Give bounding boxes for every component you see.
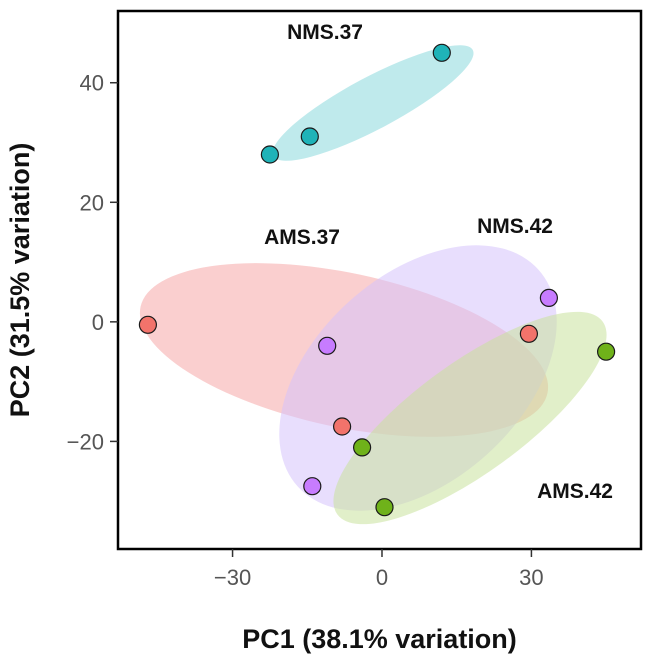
ellipse-nms-37 (272, 45, 474, 161)
label-ams-37: AMS.37 (264, 226, 340, 249)
point-ams-42-2 (353, 438, 372, 457)
point-nms-42-1 (539, 288, 559, 307)
point-nms-37-2 (300, 127, 319, 146)
point-nms-37-3 (432, 43, 451, 62)
y-axis-title: PC2 (31.5% variation) (5, 143, 35, 418)
y-tick-label-0: −20 (67, 429, 104, 454)
point-ams-37-1 (138, 315, 157, 334)
ellipse-ams-42 (333, 311, 607, 525)
y-tick-label-1: 0 (92, 310, 104, 335)
confidence-ellipses (139, 45, 607, 525)
axes: −30 0 30 −20 0 20 40 (67, 71, 544, 590)
group-labels: NMS.37 AMS.37 NMS.42 AMS.42 (264, 21, 613, 503)
point-nms-37-1 (260, 145, 279, 164)
x-tick-label-2: 30 (519, 565, 543, 590)
label-nms-37: NMS.37 (287, 21, 363, 44)
label-nms-42: NMS.42 (477, 215, 553, 238)
x-tick-label-0: −30 (214, 565, 251, 590)
x-tick-label-1: 0 (376, 565, 388, 590)
y-tick-label-3: 40 (80, 71, 104, 96)
point-nms-42-2 (318, 336, 337, 355)
point-ams-42-3 (375, 498, 394, 517)
point-ams-37-2 (333, 417, 352, 436)
plot-frame (116, 9, 643, 551)
label-ams-42: AMS.42 (537, 480, 613, 503)
point-ams-37-3 (519, 324, 539, 343)
data-points (138, 43, 616, 517)
point-nms-42-3 (303, 477, 322, 496)
x-axis-title: PC1 (38.1% variation) (242, 624, 517, 654)
y-tick-label-2: 20 (80, 190, 104, 215)
point-ams-42-1 (596, 342, 616, 361)
